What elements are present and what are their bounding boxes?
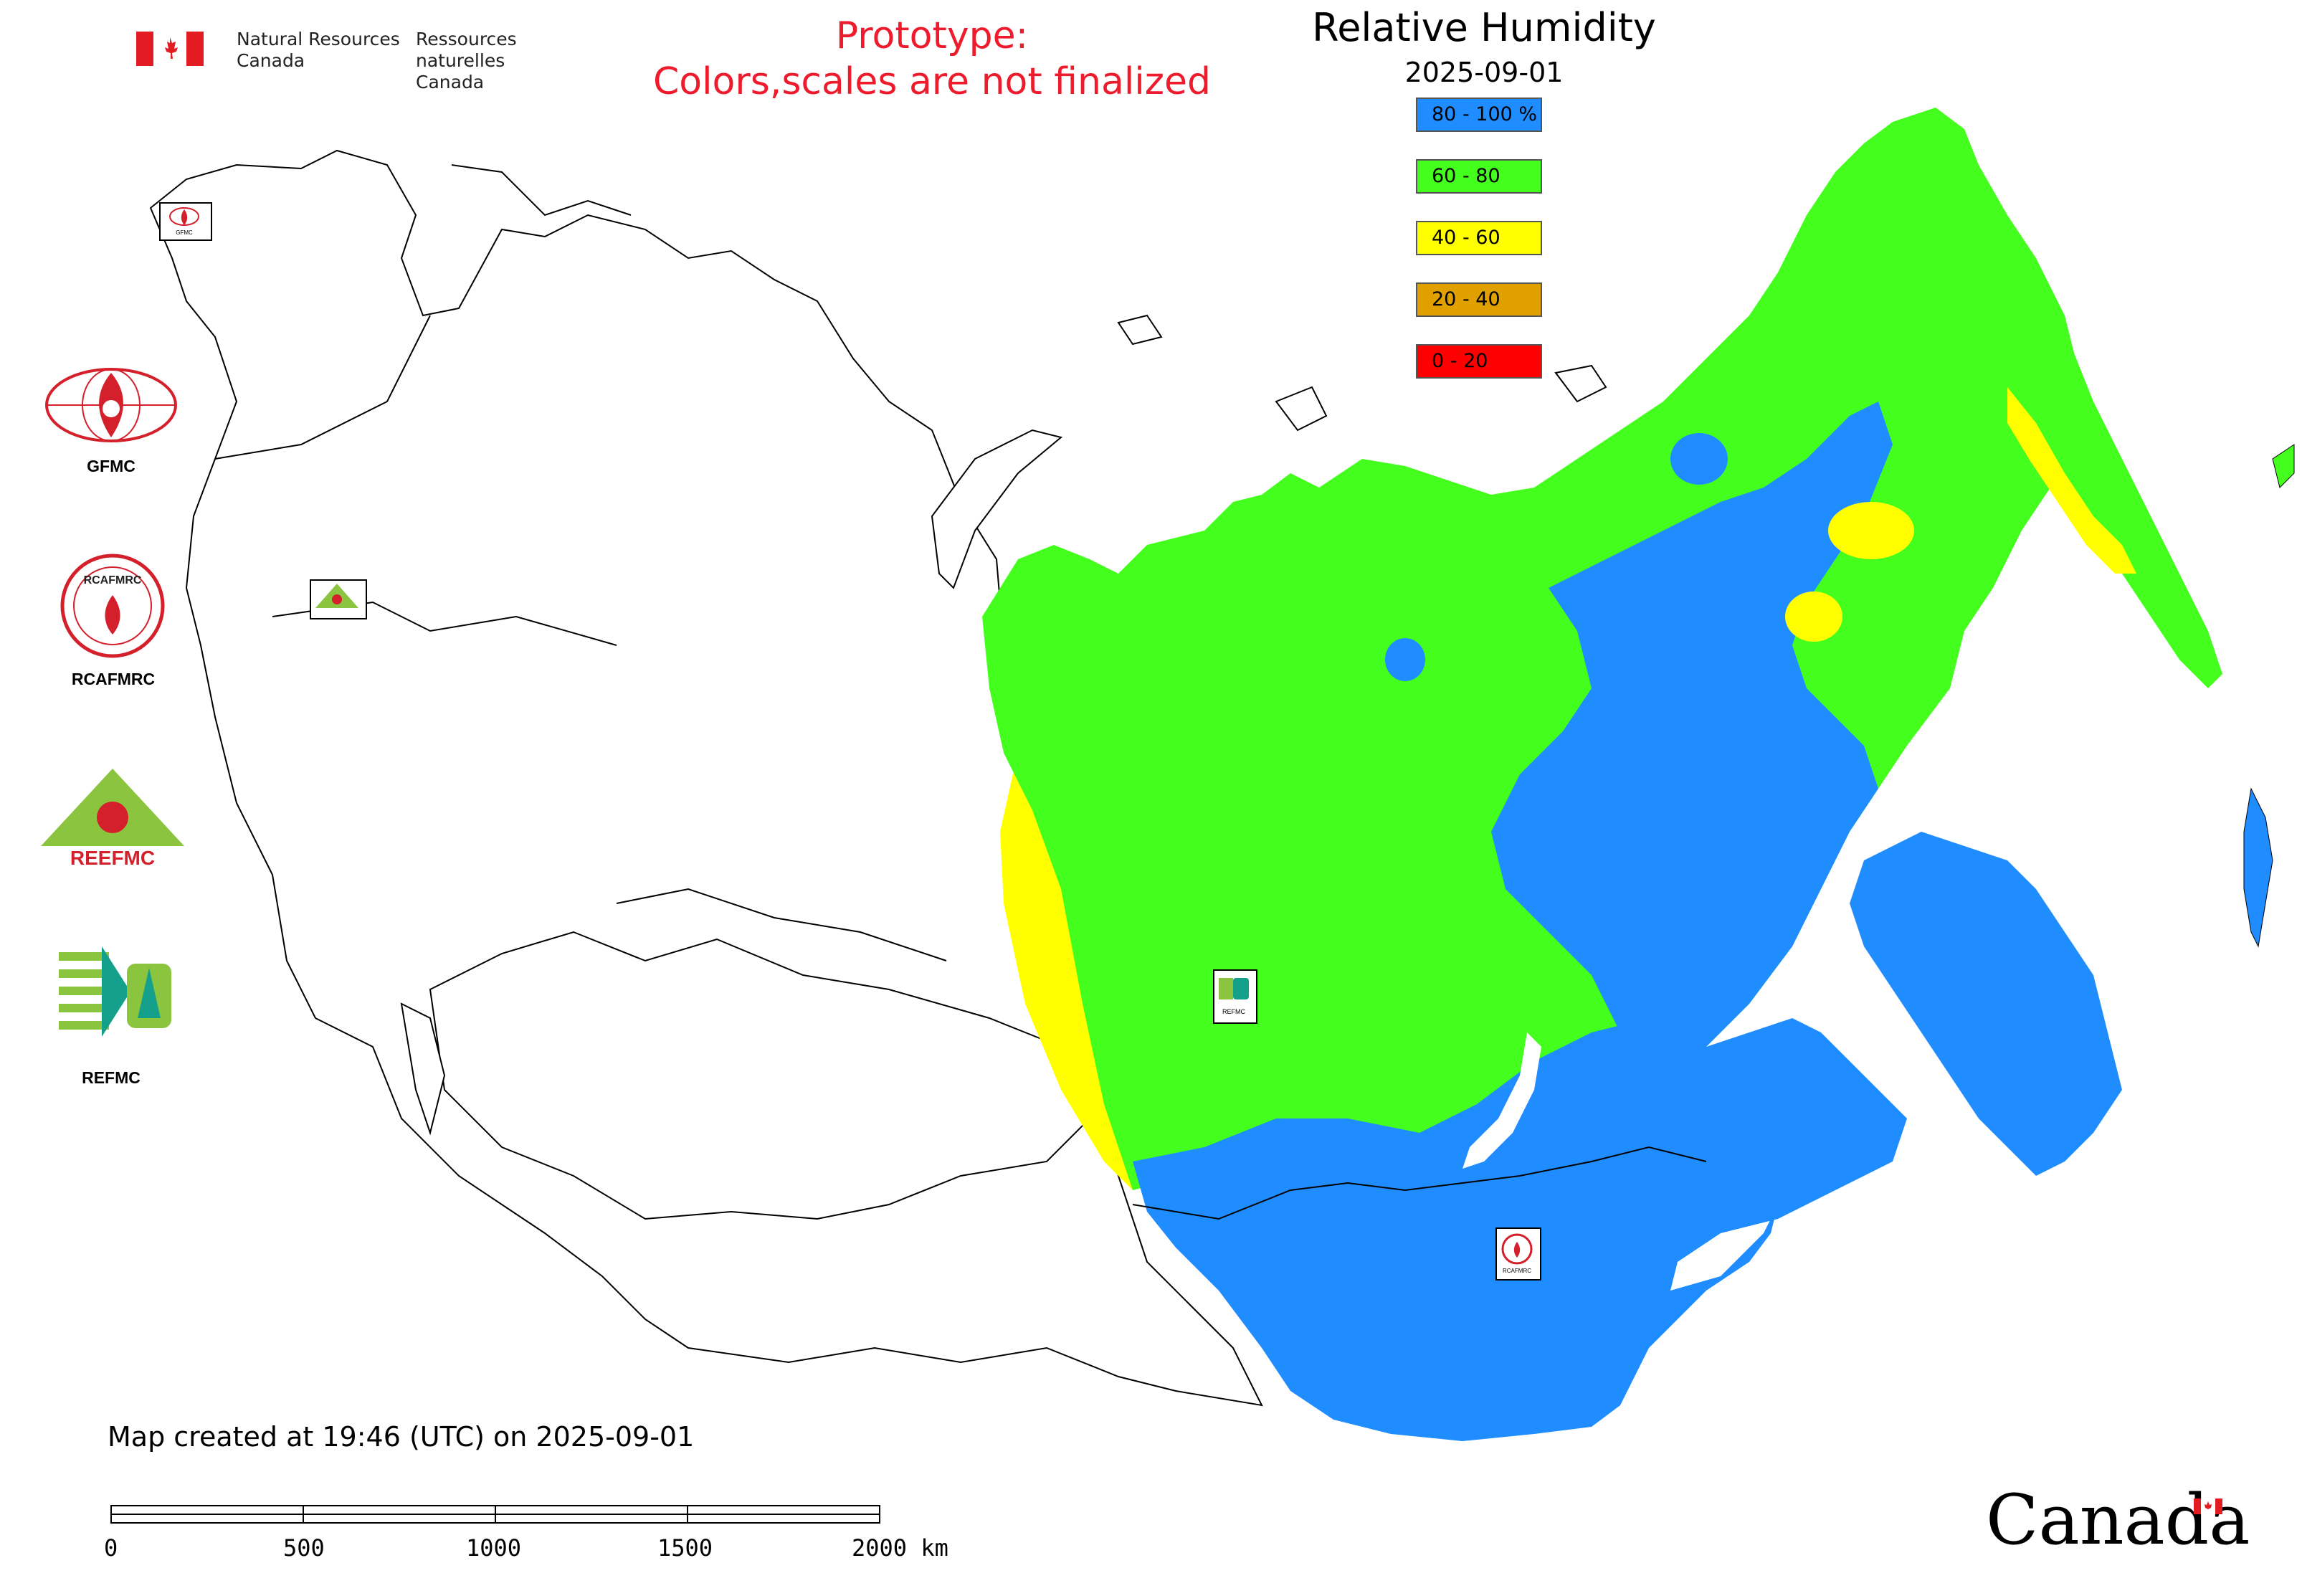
- rcafmrc-logo-icon: RCAFMRC: [60, 554, 165, 658]
- severnaya-zemlya-outline: [1275, 386, 1328, 432]
- yellow-region-kamchatka: [2007, 387, 2136, 574]
- gfmc-marker-icon: GFMC: [169, 207, 199, 236]
- scale-label-500: 500: [283, 1534, 325, 1562]
- legend-item-40-60: 40 - 60: [1416, 221, 1542, 255]
- novaya-zemlya-outline: [931, 429, 1063, 589]
- canada-wordmark: Canada: [1986, 1484, 2250, 1556]
- refmc-logo-icon: [59, 946, 171, 1037]
- nrcan-french: Ressources naturelles Canada: [416, 29, 595, 93]
- blue-lake-2: [1670, 433, 1728, 485]
- reefmc-logo-text: REEFMC: [70, 847, 155, 869]
- mongolia-border: [1132, 1146, 1707, 1220]
- western-country-outlines: [149, 149, 1263, 1407]
- arctic-islands-outlines: [931, 314, 1607, 589]
- org-label-refmc: REFMC: [82, 1068, 141, 1087]
- humidity-data-layer: [982, 108, 2295, 1441]
- internal-border-3: [616, 888, 947, 961]
- prototype-line1: Prototype:: [835, 14, 1029, 57]
- prototype-notice: Prototype: Colors,scales are not finaliz…: [624, 13, 1240, 105]
- yellow-pocket-1: [1828, 502, 1914, 559]
- franz-josef-outline: [1117, 314, 1163, 346]
- blue-region-far-east: [1850, 832, 2122, 1176]
- prototype-line2: Colors,scales are not finalized: [652, 60, 1212, 103]
- sakhalin-island: [2243, 787, 2273, 948]
- gfmc-logo-icon: [45, 368, 177, 442]
- canada-wordmark-flag-icon: [2194, 1498, 2222, 1514]
- reefmc-map-marker[interactable]: [310, 579, 367, 619]
- sea-of-okhotsk-coast: [2272, 444, 2295, 488]
- nrcan-fr-line2: Canada: [416, 72, 485, 92]
- refmc-marker-text: REFMC: [1222, 1008, 1245, 1015]
- yellow-region-west-edge: [1000, 767, 1133, 1190]
- scandinavia-outline: [451, 164, 632, 217]
- nrcan-signature: Natural Resources Canada Ressources natu…: [136, 29, 595, 92]
- internal-border-1: [214, 315, 431, 460]
- kazakhstan-outline: [429, 931, 1091, 1220]
- rcafmrc-marker-icon: RCAFMRC: [1501, 1233, 1533, 1274]
- legend-title: Relative Humidity: [1312, 5, 1656, 50]
- rcafmrc-marker-text: RCAFMRC: [1503, 1268, 1531, 1274]
- rcafmrc-map-marker[interactable]: RCAFMRC: [1495, 1227, 1541, 1281]
- scale-label-1500: 1500: [657, 1534, 713, 1562]
- green-region-kamchatka: [1979, 237, 2222, 688]
- scale-label-1000: 1000: [466, 1534, 522, 1562]
- gfmc-marker-text: GFMC: [176, 229, 193, 236]
- legend-item-20-40: 20 - 40: [1416, 282, 1542, 317]
- gfmc-map-marker[interactable]: GFMC: [159, 202, 212, 241]
- legend-date: 2025-09-01: [1404, 57, 1564, 88]
- reefmc-logo-icon: REEFMC: [41, 769, 184, 869]
- reefmc-marker-icon: [315, 584, 358, 608]
- legend-item-60-80: 60 - 80: [1416, 159, 1542, 194]
- blue-lake-1: [1385, 638, 1425, 681]
- yellow-pocket-2: [1785, 592, 1842, 642]
- refmc-marker-icon: REFMC: [1219, 978, 1249, 1015]
- canada-wordmark-text: Canada: [1986, 1480, 2250, 1560]
- scale-label-0: 0: [104, 1534, 118, 1562]
- nrcan-english: Natural Resources Canada: [237, 29, 400, 72]
- refmc-map-marker[interactable]: REFMC: [1213, 969, 1257, 1024]
- new-siberian-outline: [1554, 364, 1607, 403]
- org-label-gfmc: GFMC: [87, 457, 135, 475]
- caspian-outline: [400, 1002, 446, 1136]
- scale-bar: [110, 1505, 880, 1524]
- canada-flag-icon: [136, 32, 204, 66]
- map-created-label: Map created at 19:46 (UTC) on 2025-09-01: [108, 1421, 695, 1453]
- legend-item-0-20: 0 - 20: [1416, 344, 1542, 379]
- legend-item-80-100: 80 - 100 %: [1416, 98, 1542, 132]
- nrcan-en-line1: Natural Resources: [237, 29, 400, 49]
- nrcan-fr-line1: Ressources naturelles: [416, 29, 517, 71]
- org-label-rcafmrc: RCAFMRC: [71, 670, 156, 688]
- nrcan-en-line2: Canada: [237, 50, 305, 71]
- lake-baikal: [1462, 1032, 1541, 1169]
- blue-region-yakutia: [1491, 402, 1893, 1075]
- rcafmrc-logo-text: RCAFMRC: [84, 574, 142, 586]
- scale-label-2000-km: 2000 km: [852, 1534, 948, 1562]
- green-region-siberia: [982, 108, 2079, 1190]
